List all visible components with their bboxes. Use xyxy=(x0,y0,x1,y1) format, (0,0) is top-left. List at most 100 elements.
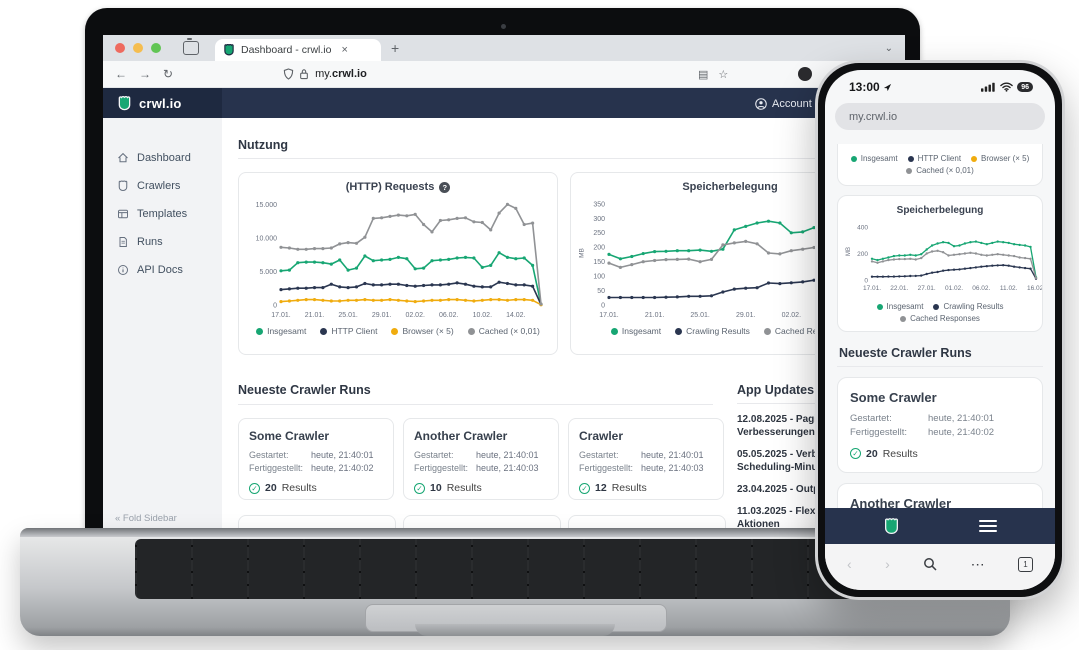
sidebar-item-label: API Docs xyxy=(137,264,183,276)
document-icon xyxy=(119,237,127,247)
legend-label: Cached (× 0,01) xyxy=(916,166,974,175)
phone-memory-chart: 0 200 400 17.01. 22.01. 27.01. 01.02. 06.02. 11.… xyxy=(846,224,1045,292)
svg-text:350: 350 xyxy=(593,201,605,208)
check-icon: ✓ xyxy=(850,448,861,459)
svg-text:17.01.: 17.01. xyxy=(863,285,881,292)
legend-item[interactable]: Crawling Results xyxy=(933,302,1003,311)
update-item[interactable]: 12.08.2025 - Pagination Step Verbesserun… xyxy=(737,414,872,438)
legend-item[interactable]: Insgesamt xyxy=(610,326,661,336)
run-finished-label: Fertiggestellt: xyxy=(579,463,634,474)
legend-item[interactable]: Insgesamt xyxy=(850,154,898,163)
run-finished-value: heute, 21:40:02 xyxy=(928,427,995,439)
svg-text:10.000: 10.000 xyxy=(256,235,278,242)
hamburger-menu-icon[interactable] xyxy=(979,520,997,532)
crwl-logo-icon[interactable] xyxy=(883,517,900,535)
legend-label: Cached Responses xyxy=(774,326,850,336)
lock-icon[interactable] xyxy=(299,68,309,80)
tab-overview-icon[interactable] xyxy=(183,38,199,55)
url-text[interactable]: my.crwl.io xyxy=(315,68,367,80)
back-icon[interactable]: ← xyxy=(115,67,127,81)
account-menu[interactable]: Account xyxy=(755,98,812,110)
run-finished-value: heute, 21:40:02 xyxy=(311,463,374,474)
bookmark-star-icon[interactable]: ☆ xyxy=(718,68,729,81)
tab-list-chevron-icon[interactable]: ⌄ xyxy=(884,42,893,54)
reader-mode-icon[interactable]: ▤ xyxy=(698,68,709,81)
reload-icon[interactable]: ↻ xyxy=(163,67,174,81)
legend-item[interactable]: Cached (× 0,01) xyxy=(906,166,974,175)
legend-item[interactable]: HTTP Client xyxy=(907,154,961,163)
run-card[interactable] xyxy=(403,515,561,528)
legend-item[interactable]: Cached (× 0,01) xyxy=(467,326,540,336)
window-minimize-button[interactable] xyxy=(133,43,143,53)
legend-label: Insgesamt xyxy=(267,326,307,336)
browser-url-bar: ← → ↻ my.crwl.io ▤ ☆ xyxy=(103,61,905,88)
legend-label: Cached (× 0,01) xyxy=(478,326,540,336)
legend-item[interactable]: Crawling Results xyxy=(675,326,750,336)
legend-dot-icon xyxy=(256,327,264,335)
new-tab-button[interactable]: + xyxy=(391,40,400,56)
phone-run-card[interactable]: Some Crawler Gestartet: heute, 21:40:01 F… xyxy=(837,377,1043,473)
check-icon: ✓ xyxy=(414,482,425,494)
run-card[interactable] xyxy=(238,515,396,528)
update-item[interactable]: 23.04.2025 - Output xyxy=(737,484,829,495)
run-card[interactable]: Crawler Gestartet: heute, 21:40:01 Fertig… xyxy=(568,418,724,500)
templates-icon xyxy=(118,209,128,219)
cellular-signal-icon xyxy=(981,82,995,92)
forward-icon[interactable]: → xyxy=(139,67,151,81)
phone-requests-card: Insgesamt HTTP Client Browser (× 5) Cached … xyxy=(837,144,1043,186)
legend-item[interactable]: Cached Responses xyxy=(900,314,980,323)
back-icon[interactable]: ‹ xyxy=(847,556,852,572)
browser-tab[interactable]: Dashboard - crwl.io × xyxy=(215,39,381,61)
shield-icon[interactable] xyxy=(283,68,294,80)
fold-sidebar-button[interactable]: « Fold Sidebar xyxy=(115,513,177,524)
browser-tab-bar: Dashboard - crwl.io × + ⌄ xyxy=(103,35,905,61)
run-name: Some Crawler xyxy=(249,429,330,443)
legend-item[interactable]: Browser (× 5) xyxy=(391,326,454,336)
svg-text:25.01.: 25.01. xyxy=(690,312,710,319)
sidebar-item-dashboard[interactable]: Dashboard xyxy=(103,144,222,172)
legend-item[interactable]: Cached Responses xyxy=(763,326,850,336)
profile-badge-icon[interactable] xyxy=(798,67,813,81)
search-icon[interactable] xyxy=(923,557,937,571)
update-item[interactable]: 05.05.2025 - Verbesserte Scheduling-Minu… xyxy=(737,449,853,473)
sidebar-item-crawlers[interactable]: Crawlers xyxy=(103,172,222,200)
run-started-label: Gestartet: xyxy=(579,450,619,460)
run-card[interactable]: Some Crawler Gestartet: heute, 21:40:01 F… xyxy=(238,418,394,500)
window-zoom-button[interactable] xyxy=(151,43,161,53)
sidebar-item-label: Runs xyxy=(137,236,163,248)
forward-icon[interactable]: › xyxy=(885,556,890,572)
legend-label: HTTP Client xyxy=(331,326,378,336)
svg-text:0: 0 xyxy=(601,302,605,309)
brand[interactable]: crwl.io xyxy=(103,88,222,119)
laptop-screen: Dashboard - crwl.io × + ⌄ ← → ↻ my.crwl.… xyxy=(103,35,905,528)
run-started-label: Gestartet: xyxy=(850,413,892,424)
window-close-button[interactable] xyxy=(115,43,125,53)
svg-text:22.01.: 22.01. xyxy=(890,285,908,292)
sidebar-item-api-docs[interactable]: API Docs xyxy=(103,256,222,284)
more-icon[interactable]: ⋯ xyxy=(970,555,985,572)
tabs-icon[interactable]: 1 xyxy=(1017,556,1033,572)
run-card[interactable] xyxy=(568,515,726,528)
svg-text:21.01.: 21.01. xyxy=(305,312,325,319)
legend-dot-icon xyxy=(906,167,913,174)
run-results-count: 20 xyxy=(265,482,277,495)
legend-item[interactable]: Insgesamt xyxy=(256,326,306,336)
sidebar-item-templates[interactable]: Templates xyxy=(103,200,222,228)
legend-item[interactable]: Insgesamt xyxy=(876,302,923,311)
run-card[interactable]: Another Crawler Gestartet: heute, 21:40:0… xyxy=(403,418,559,500)
chart-title: Speicherbelegung xyxy=(896,205,984,216)
phone-url-bar[interactable]: my.crwl.io xyxy=(835,103,1045,130)
battery-icon: 96 xyxy=(1017,82,1033,92)
help-icon[interactable]: ? xyxy=(439,181,451,193)
laptop-lid-notch xyxy=(415,624,615,636)
sidebar-item-runs[interactable]: Runs xyxy=(103,228,222,256)
svg-text:200: 200 xyxy=(857,251,868,258)
home-icon xyxy=(118,152,128,163)
tab-close-icon[interactable]: × xyxy=(341,44,348,56)
run-started-label: Gestartet: xyxy=(249,450,289,460)
update-item[interactable]: 11.03.2025 - Flexible Browser Aktionen xyxy=(737,506,876,528)
legend-item[interactable]: HTTP Client xyxy=(320,326,377,336)
wifi-icon xyxy=(1000,82,1013,92)
legend-item[interactable]: Browser (× 5) xyxy=(971,154,1029,163)
